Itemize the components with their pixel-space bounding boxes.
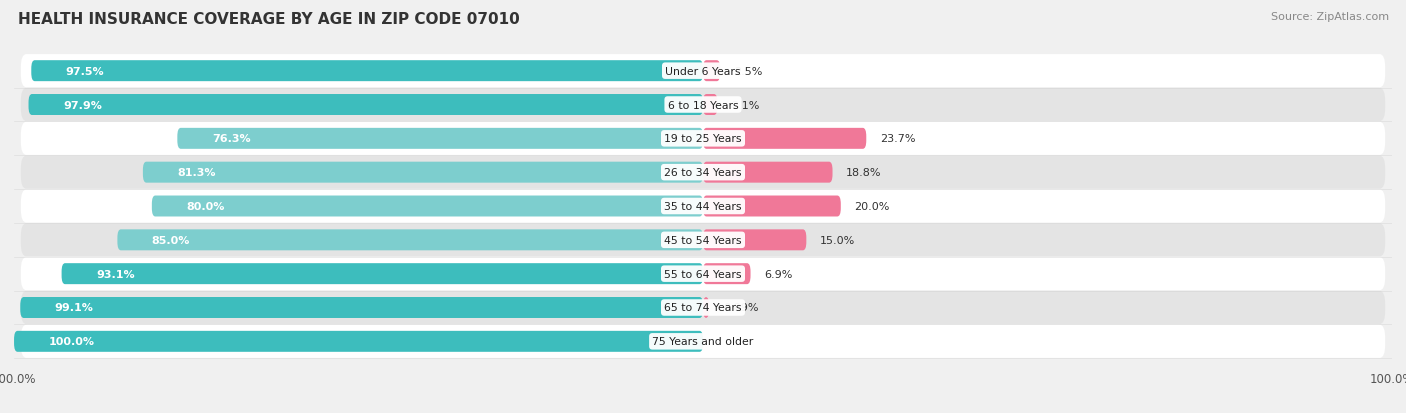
- Text: 18.8%: 18.8%: [846, 168, 882, 178]
- Text: 76.3%: 76.3%: [212, 134, 250, 144]
- Text: 97.9%: 97.9%: [63, 100, 101, 110]
- FancyBboxPatch shape: [31, 61, 703, 82]
- Text: 93.1%: 93.1%: [96, 269, 135, 279]
- FancyBboxPatch shape: [14, 331, 703, 352]
- FancyBboxPatch shape: [21, 325, 1385, 358]
- Text: Under 6 Years: Under 6 Years: [665, 66, 741, 76]
- Text: 35 to 44 Years: 35 to 44 Years: [664, 202, 742, 211]
- Text: 0.89%: 0.89%: [723, 303, 758, 313]
- Text: 81.3%: 81.3%: [177, 168, 217, 178]
- Text: 99.1%: 99.1%: [55, 303, 94, 313]
- FancyBboxPatch shape: [21, 257, 1385, 290]
- Text: 80.0%: 80.0%: [186, 202, 225, 211]
- FancyBboxPatch shape: [703, 95, 717, 116]
- Text: HEALTH INSURANCE COVERAGE BY AGE IN ZIP CODE 07010: HEALTH INSURANCE COVERAGE BY AGE IN ZIP …: [18, 12, 520, 27]
- FancyBboxPatch shape: [21, 224, 1385, 257]
- Text: 20.0%: 20.0%: [855, 202, 890, 211]
- FancyBboxPatch shape: [703, 162, 832, 183]
- FancyBboxPatch shape: [152, 196, 703, 217]
- FancyBboxPatch shape: [143, 162, 703, 183]
- Text: 23.7%: 23.7%: [880, 134, 915, 144]
- Text: 2.5%: 2.5%: [734, 66, 762, 76]
- Text: 26 to 34 Years: 26 to 34 Years: [664, 168, 742, 178]
- FancyBboxPatch shape: [703, 61, 720, 82]
- Text: 6.9%: 6.9%: [765, 269, 793, 279]
- Text: 100.0%: 100.0%: [48, 337, 94, 347]
- Text: 55 to 64 Years: 55 to 64 Years: [664, 269, 742, 279]
- FancyBboxPatch shape: [703, 196, 841, 217]
- Text: 85.0%: 85.0%: [152, 235, 190, 245]
- FancyBboxPatch shape: [21, 89, 1385, 122]
- Text: 65 to 74 Years: 65 to 74 Years: [664, 303, 742, 313]
- FancyBboxPatch shape: [21, 190, 1385, 223]
- Text: 75 Years and older: 75 Years and older: [652, 337, 754, 347]
- Text: 2.1%: 2.1%: [731, 100, 759, 110]
- Text: 97.5%: 97.5%: [66, 66, 104, 76]
- FancyBboxPatch shape: [703, 297, 709, 318]
- FancyBboxPatch shape: [62, 263, 703, 285]
- FancyBboxPatch shape: [118, 230, 703, 251]
- FancyBboxPatch shape: [21, 55, 1385, 88]
- Text: 6 to 18 Years: 6 to 18 Years: [668, 100, 738, 110]
- FancyBboxPatch shape: [21, 123, 1385, 156]
- FancyBboxPatch shape: [28, 95, 703, 116]
- FancyBboxPatch shape: [177, 128, 703, 150]
- FancyBboxPatch shape: [703, 230, 807, 251]
- Text: 15.0%: 15.0%: [820, 235, 855, 245]
- FancyBboxPatch shape: [703, 128, 866, 150]
- Text: 45 to 54 Years: 45 to 54 Years: [664, 235, 742, 245]
- FancyBboxPatch shape: [21, 291, 1385, 324]
- FancyBboxPatch shape: [21, 156, 1385, 189]
- FancyBboxPatch shape: [20, 297, 703, 318]
- FancyBboxPatch shape: [703, 263, 751, 285]
- Text: Source: ZipAtlas.com: Source: ZipAtlas.com: [1271, 12, 1389, 22]
- Text: 19 to 25 Years: 19 to 25 Years: [664, 134, 742, 144]
